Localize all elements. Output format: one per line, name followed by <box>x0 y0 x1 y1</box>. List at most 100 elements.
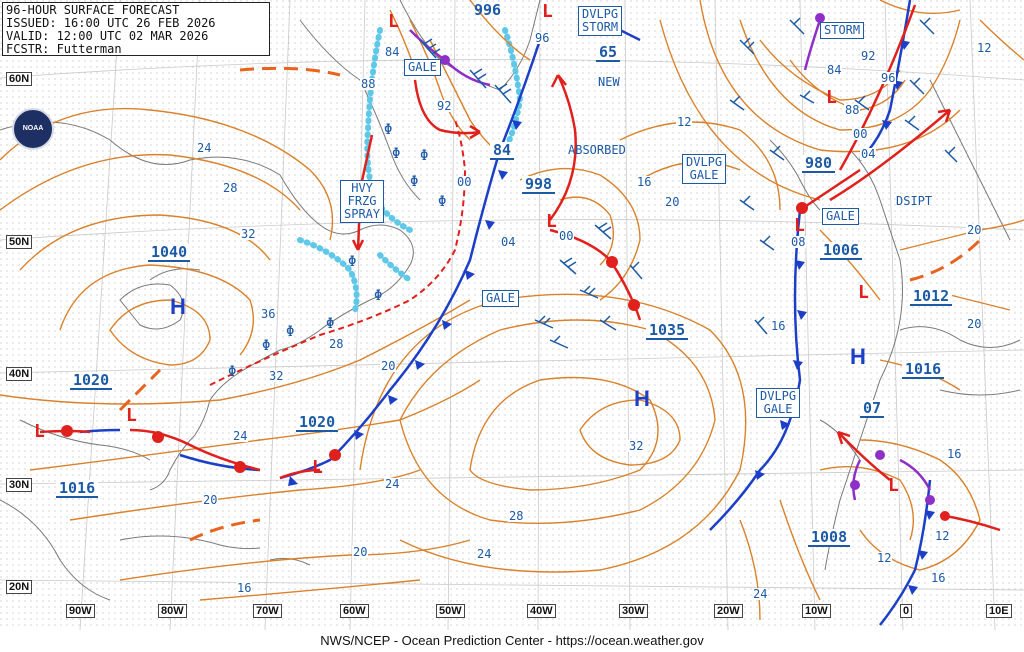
freezing-spray-symbol: Φ <box>286 324 295 340</box>
heavy-freezing-spray-label: HVY FRZG SPRAY <box>340 180 385 223</box>
freezing-spray-symbol: Φ <box>348 254 357 270</box>
freezing-spray-symbol: Φ <box>228 364 237 380</box>
isobar-label: 32 <box>628 439 645 453</box>
high-pressure-symbol: H <box>850 344 866 369</box>
forecast-header: 96-HOUR SURFACE FORECAST ISSUED: 16:00 U… <box>2 2 270 56</box>
low-pressure-symbol: L <box>126 405 137 426</box>
pressure-value: 65 <box>596 44 621 62</box>
pressure-value: 07 <box>860 400 885 418</box>
pressure-value: 84 <box>490 142 515 160</box>
low-pressure-symbol: L <box>34 421 45 442</box>
isobar-label: 20 <box>664 195 681 209</box>
developing-gale-label: DVLPG GALE <box>682 154 727 184</box>
freezing-spray-symbol: Φ <box>384 122 393 138</box>
freezing-spray-symbol: Φ <box>420 148 429 164</box>
gale-label: GALE <box>404 59 441 76</box>
isobar-label: 16 <box>636 175 653 189</box>
isobar-label: 88 <box>844 103 861 117</box>
pressure-value: 998 <box>522 176 556 194</box>
lon-label-50w: 50W <box>436 604 465 618</box>
isobar-label: 84 <box>384 45 401 59</box>
gale-label: GALE <box>482 290 519 307</box>
pressure-value: 1012 <box>910 288 953 306</box>
low-pressure-symbol: L <box>388 11 399 32</box>
cold-front-teeth <box>288 40 935 595</box>
isobar-label: 32 <box>268 369 285 383</box>
isobar-label: 92 <box>436 99 453 113</box>
forecast-title: 96-HOUR SURFACE FORECAST <box>6 3 180 17</box>
lon-label-0: 0 <box>900 604 913 618</box>
warm-front-bumps <box>61 202 950 521</box>
isobar-label: 24 <box>752 587 769 601</box>
isobar-label: 24 <box>232 429 249 443</box>
storm-label: STORM <box>820 22 865 39</box>
valid-time: VALID: 12:00 UTC 02 MAR 2026 <box>6 29 209 43</box>
lon-label-40w: 40W <box>527 604 556 618</box>
pressure-value: 1006 <box>820 242 863 260</box>
freezing-spray-symbol: Φ <box>374 288 383 304</box>
isobar-label: 16 <box>236 581 253 595</box>
dissipating-label: DSIPT <box>896 194 933 208</box>
wind-barbs <box>419 17 958 349</box>
lon-label-10e: 10E <box>986 604 1012 618</box>
low-pressure-symbol: L <box>546 211 557 232</box>
low-pressure-symbol: L <box>312 457 323 478</box>
pressure-value: 980 <box>802 155 836 173</box>
developing-gale-label: DVLPG GALE <box>756 388 801 418</box>
pressure-value: 1040 <box>148 244 191 262</box>
freezing-spray-symbol: Φ <box>392 146 401 162</box>
freezing-spray-symbol: Φ <box>262 338 271 354</box>
isobar-label: 24 <box>384 477 401 491</box>
developing-storm-label: DVLPG STORM <box>578 6 623 36</box>
isobar-label: 84 <box>826 63 843 77</box>
isobar-label: 12 <box>934 529 951 543</box>
lat-label-40n: 40N <box>6 367 33 381</box>
lon-label-20w: 20W <box>714 604 743 618</box>
pressure-value: 1016 <box>56 480 99 498</box>
isobar-label: 28 <box>328 337 345 351</box>
isobar-label: 00 <box>558 229 575 243</box>
isobar-label: 04 <box>860 147 877 161</box>
isobar-label: 16 <box>770 319 787 333</box>
lat-label-30n: 30N <box>6 478 33 492</box>
pressure-value: 1008 <box>808 529 851 547</box>
lon-label-70w: 70W <box>253 604 282 618</box>
pressure-value: 1020 <box>296 414 339 432</box>
lon-label-30w: 30W <box>619 604 648 618</box>
isobar-label: 16 <box>946 447 963 461</box>
isobar-label: 32 <box>240 227 257 241</box>
lat-label-20n: 20N <box>6 580 33 594</box>
isobar-label: 20 <box>380 359 397 373</box>
isobar-label: 08 <box>790 235 807 249</box>
forecaster: FCSTR: Futterman <box>6 42 122 56</box>
isobar-label: 20 <box>352 545 369 559</box>
graticule <box>0 0 1024 630</box>
lon-label-10w: 10W <box>802 604 831 618</box>
isobar-label: 12 <box>976 41 993 55</box>
stationary-front <box>209 119 467 386</box>
lat-label-50n: 50N <box>6 235 33 249</box>
high-pressure-symbol: H <box>170 294 186 319</box>
gale-label: GALE <box>822 208 859 225</box>
low-pressure-symbol: L <box>542 1 553 22</box>
high-pressure-symbol: H <box>634 386 650 411</box>
isobar-label: 92 <box>860 49 877 63</box>
low-pressure-symbol: L <box>826 87 837 108</box>
lon-label-60w: 60W <box>340 604 369 618</box>
isobar-label: 20 <box>202 493 219 507</box>
noaa-logo: NOAA <box>12 108 54 150</box>
isobar-label: 20 <box>966 317 983 331</box>
freezing-spray-symbol: Φ <box>438 194 447 210</box>
isobar-label: 28 <box>222 181 239 195</box>
isobar-label: 12 <box>676 115 693 129</box>
freezing-spray-symbol: Φ <box>410 174 419 190</box>
movement-arrows <box>351 4 952 481</box>
lat-label-60n: 60N <box>6 72 33 86</box>
isobar-label: 24 <box>476 547 493 561</box>
low-pressure-symbol: L <box>794 215 805 236</box>
pressure-value: 996 <box>474 1 502 19</box>
isobar-label: 28 <box>508 509 525 523</box>
freezing-spray-symbol: Φ <box>326 316 335 332</box>
isobar-label: 12 <box>876 551 893 565</box>
occluded-bumps <box>440 13 935 505</box>
